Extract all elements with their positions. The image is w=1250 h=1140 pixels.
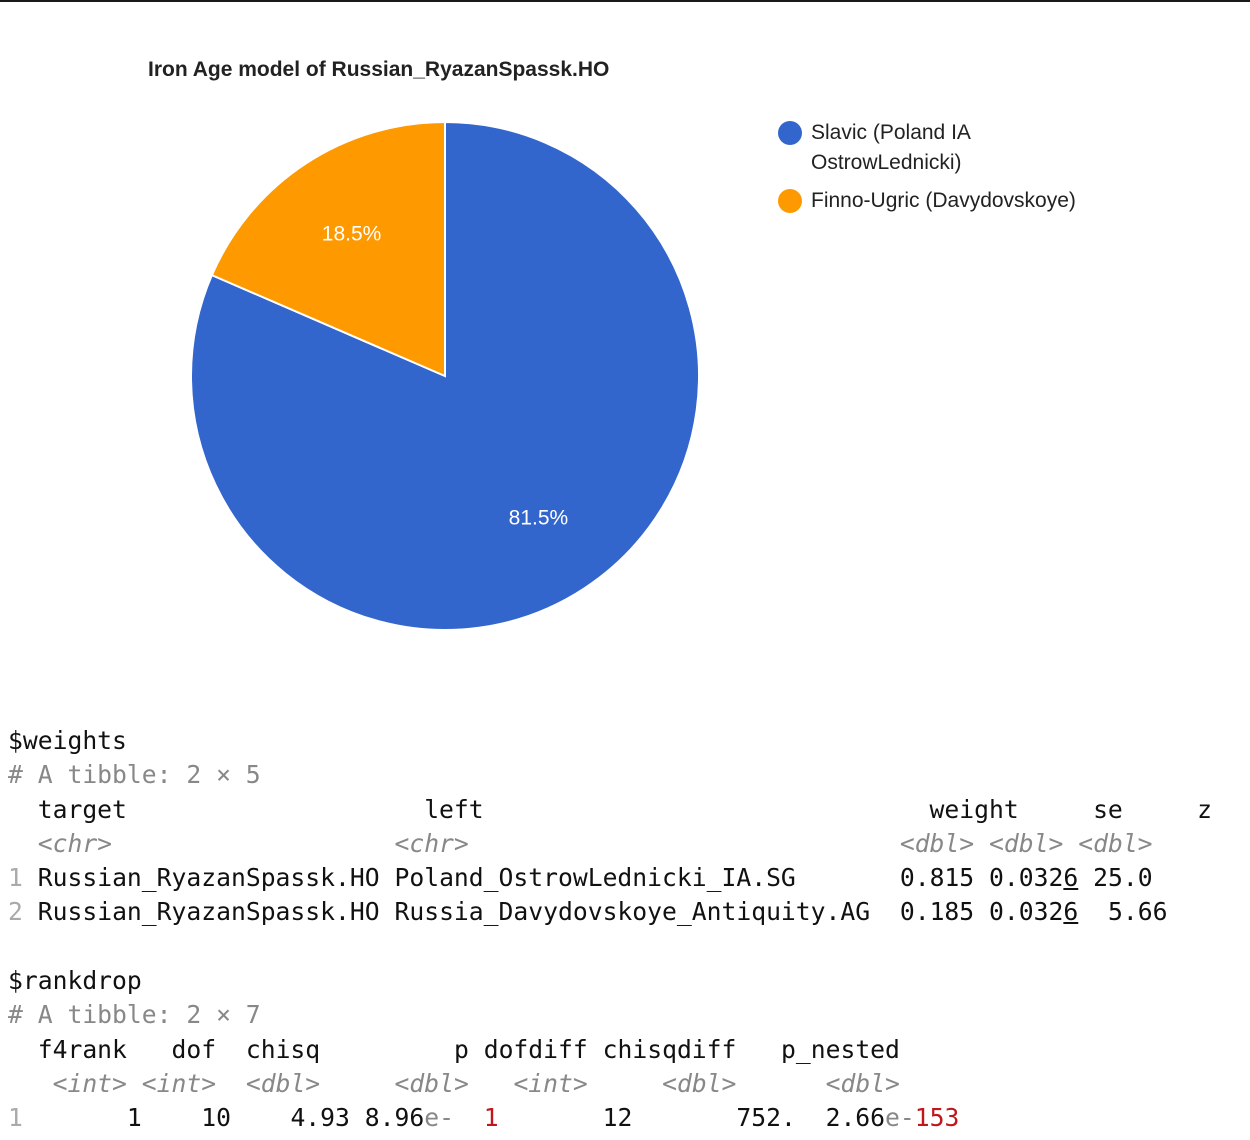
- col-chisqdiff: chisqdiff: [602, 1034, 737, 1064]
- cell-p-nested-e: e-: [885, 1103, 915, 1133]
- cell-weight: 0.185: [899, 897, 975, 927]
- type-p: <dbl>: [394, 1068, 469, 1098]
- legend-label-finno-ugric: Finno-Ugric (Davydovskoye): [811, 189, 1076, 212]
- cell-chisqdiff: 752.: [736, 1103, 796, 1133]
- type-target: <chr>: [37, 828, 113, 858]
- cell-left: Russia_Davydovskoye_Antiquity.AG: [394, 897, 871, 927]
- top-border-line: [0, 0, 1250, 2]
- type-dof: <int>: [141, 1068, 217, 1098]
- cell-p-exp: 1: [483, 1103, 499, 1133]
- pie-chart: 81.5% 18.5%: [190, 120, 700, 631]
- row-id: 1: [8, 863, 23, 893]
- cell-se: 0.032: [989, 897, 1064, 927]
- cell-chisq: 4.93: [290, 1103, 350, 1133]
- col-p: p: [453, 1034, 469, 1064]
- rankdrop-column-types: <int> <int> <dbl> <dbl> <int> <dbl> <dbl…: [8, 1067, 1243, 1101]
- pie-data-label-0: 81.5%: [509, 507, 569, 530]
- type-chisq: <dbl>: [245, 1068, 321, 1098]
- cell-target: Russian_RyazanSpassk.HO: [37, 863, 380, 893]
- cell-f4rank: 1: [126, 1103, 142, 1133]
- cell-dof: 10: [201, 1103, 231, 1133]
- chart-legend: Slavic (Poland IA OstrowLednicki) Finno-…: [778, 118, 1076, 224]
- rankdrop-header: $rankdrop: [8, 966, 142, 996]
- type-p-nested: <dbl>: [825, 1068, 900, 1098]
- table-row: 2 Russian_RyazanSpassk.HO Russia_Davydov…: [8, 895, 1243, 929]
- cell-se-digit: 6: [1063, 863, 1079, 893]
- weights-tibble-info: # A tibble: 2 × 5: [8, 760, 261, 790]
- cell-p-e: e-: [424, 1103, 454, 1133]
- weights-column-types: <chr> <chr> <dbl> <dbl> <dbl>: [8, 827, 1243, 861]
- col-p-nested: p_nested: [781, 1034, 900, 1064]
- weights-column-headers: target left weight se z: [8, 793, 1243, 827]
- cell-z: 25.0: [1093, 863, 1153, 893]
- legend-dot-slavic: [778, 121, 802, 145]
- type-f4rank: <int>: [52, 1068, 127, 1098]
- type-dofdiff: <int>: [513, 1068, 588, 1098]
- row-id: 2: [8, 897, 23, 927]
- legend-item-slavic: Slavic (Poland IA OstrowLednicki): [778, 118, 1076, 178]
- table-row: 1 1 10 4.93 8.96e- 1 12 752. 2.66e-153: [8, 1101, 1243, 1135]
- type-chisqdiff: <dbl>: [662, 1068, 737, 1098]
- col-dofdiff: dofdiff: [483, 1034, 588, 1064]
- cell-weight: 0.815: [899, 863, 975, 893]
- chart-title: Iron Age model of Russian_RyazanSpassk.H…: [148, 58, 610, 81]
- cell-target: Russian_RyazanSpassk.HO: [37, 897, 380, 927]
- pie-slice-1: [210, 120, 446, 378]
- col-dof: dof: [171, 1034, 217, 1064]
- pie-data-label-1: 18.5%: [322, 222, 382, 245]
- type-z: <dbl>: [1078, 828, 1153, 858]
- cell-z: 5.66: [1107, 897, 1168, 927]
- col-se: se: [1093, 794, 1123, 824]
- r-console-output: $weights # A tibble: 2 × 5 target left w…: [8, 724, 1243, 1136]
- legend-label-slavic-line1: Slavic (Poland IA: [811, 121, 971, 144]
- col-f4rank: f4rank: [37, 1034, 127, 1064]
- legend-label-slavic: Slavic (Poland IA OstrowLednicki): [811, 118, 971, 178]
- type-left: <chr>: [394, 828, 469, 858]
- col-target: target: [37, 794, 127, 824]
- rankdrop-tibble-info: # A tibble: 2 × 7: [8, 1000, 261, 1030]
- legend-item-finno-ugric: Finno-Ugric (Davydovskoye): [778, 186, 1076, 216]
- cell-dofdiff: 12: [602, 1103, 633, 1133]
- row-id: 1: [8, 1103, 23, 1133]
- col-z: z: [1197, 794, 1212, 824]
- cell-left: Poland_OstrowLednicki_IA.SG: [394, 863, 796, 893]
- table-row: 1 Russian_RyazanSpassk.HO Poland_OstrowL…: [8, 861, 1243, 895]
- cell-se-digit: 6: [1063, 897, 1079, 927]
- col-left: left: [424, 794, 484, 824]
- legend-dot-finno-ugric: [778, 189, 802, 213]
- legend-label-slavic-line2: OstrowLednicki): [811, 151, 962, 174]
- cell-p: 8.96: [364, 1103, 425, 1133]
- col-chisq: chisq: [245, 1034, 321, 1064]
- weights-header: $weights: [8, 726, 127, 755]
- cell-se: 0.032: [989, 863, 1064, 893]
- col-weight: weight: [929, 794, 1019, 824]
- rankdrop-column-headers: f4rank dof chisq p dofdiff chisqdiff p_n…: [8, 1033, 1243, 1067]
- type-se: <dbl>: [989, 828, 1064, 858]
- cell-p-nested: 2.66: [825, 1103, 886, 1133]
- cell-p-nested-exp: 153: [914, 1103, 960, 1133]
- type-weight: <dbl>: [899, 828, 975, 858]
